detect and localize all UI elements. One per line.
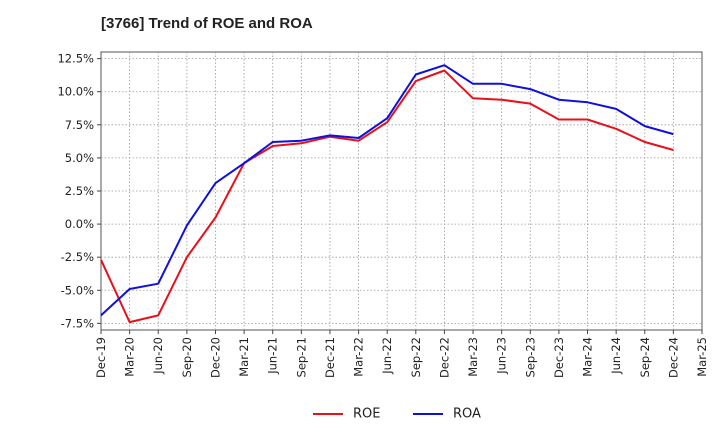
y-tick-label: 7.5% <box>65 118 94 132</box>
x-tick-label: Jun-21 <box>266 337 280 375</box>
x-tick-label: Mar-25 <box>695 337 709 377</box>
series-line-roe <box>100 69 674 324</box>
x-tick-label: Sep-20 <box>180 337 194 377</box>
x-tick-label: Mar-24 <box>581 337 595 377</box>
x-tick-label: Jun-23 <box>495 337 509 375</box>
x-tick-label: Sep-21 <box>294 337 308 377</box>
y-tick-label: 10.0% <box>57 85 94 99</box>
y-tick-label: -7.5% <box>61 316 94 330</box>
x-tick-label: Mar-20 <box>123 337 137 377</box>
grid-layer <box>100 51 703 331</box>
x-tick-label: Dec-23 <box>552 337 566 378</box>
x-tick-label: Jun-20 <box>151 337 165 375</box>
x-tick-label: Dec-19 <box>94 337 108 378</box>
x-tick-label: Mar-22 <box>352 337 366 377</box>
x-tick-label: Dec-22 <box>437 337 451 378</box>
y-tick-label: -5.0% <box>61 283 94 297</box>
y-tick-label: 2.5% <box>65 184 94 198</box>
x-tick-label: Sep-24 <box>638 337 652 377</box>
series-layer <box>100 64 674 324</box>
x-tick-label: Mar-21 <box>237 337 251 377</box>
y-tick-label: 12.5% <box>57 52 94 66</box>
x-tick-label: Dec-21 <box>323 337 337 378</box>
legend-label-roe: ROE <box>353 407 380 422</box>
y-tick-label: 5.0% <box>65 151 94 165</box>
x-tick-label: Sep-22 <box>409 337 423 377</box>
plot-frame <box>100 51 703 331</box>
x-tick-label: Jun-24 <box>609 337 623 375</box>
legend-label-roa: ROA <box>453 407 481 422</box>
x-tick-label: Dec-20 <box>208 337 222 378</box>
x-tick-label: Jun-22 <box>380 337 394 375</box>
x-tick-label: Dec-24 <box>666 337 680 378</box>
series-line-roa <box>100 64 674 317</box>
axis-layer: Dec-19 Mar-20 Jun-20 Sep-20 Dec-20 Mar-21 Jun-… <box>57 52 709 378</box>
legend: ROE ROA <box>313 407 481 422</box>
chart-title: [3766] Trend of ROE and ROA <box>101 15 313 32</box>
x-tick-label: Sep-23 <box>523 337 537 377</box>
x-tick-label: Mar-23 <box>466 337 480 377</box>
y-tick-label: 0.0% <box>65 217 94 231</box>
y-tick-label: -2.5% <box>61 250 94 264</box>
